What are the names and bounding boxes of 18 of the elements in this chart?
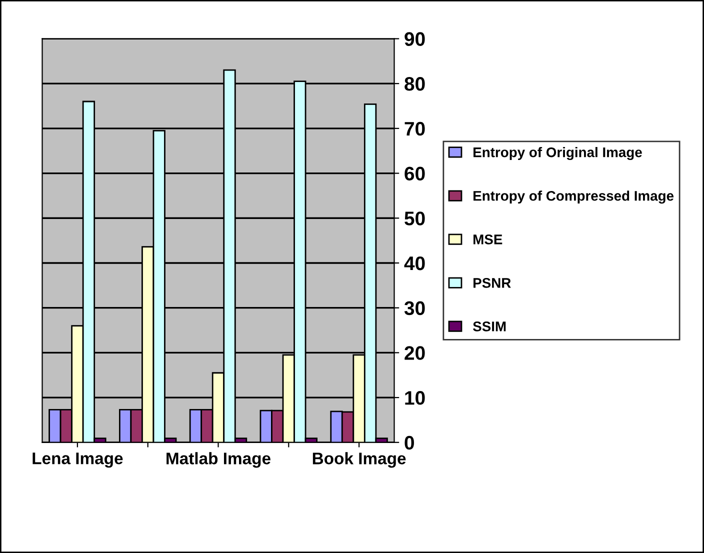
x-tick-label: Matlab Image [166, 452, 270, 468]
y-tick-label: 90 [404, 32, 425, 46]
y-tick-label: 30 [404, 301, 425, 316]
y-tick-label: 40 [404, 256, 425, 270]
y-tick-label: 80 [404, 77, 425, 91]
legend-label: MSE [474, 234, 502, 244]
y-tick-label: 70 [404, 122, 425, 136]
y-tick-label: 50 [404, 212, 425, 226]
legend-label: PSNR [474, 278, 511, 288]
legend-label: SSIM [472, 322, 506, 332]
x-tick-label: Lena Image [32, 452, 123, 468]
y-tick-label: 0 [404, 436, 414, 450]
legend-label: Entropy of Original Image [474, 147, 642, 160]
legend-label: Entropy of Compressed Image [474, 190, 674, 204]
y-tick-label: 20 [404, 346, 425, 360]
y-tick-label: 10 [405, 391, 425, 405]
x-tick-label: Book Image [312, 452, 406, 468]
y-tick-label: 60 [404, 166, 425, 181]
